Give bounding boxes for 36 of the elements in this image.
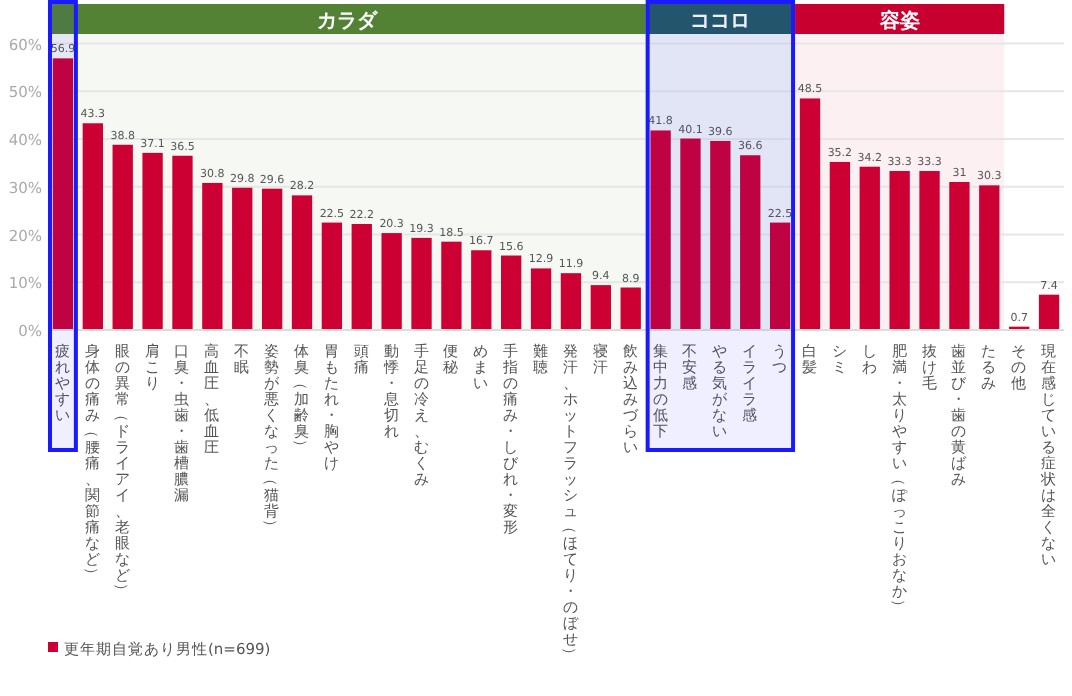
- bar: [799, 98, 821, 330]
- bar: [471, 250, 492, 330]
- bar: [829, 161, 851, 330]
- bar: [291, 195, 313, 330]
- bar: [650, 130, 671, 330]
- bar: [680, 138, 701, 330]
- bar: [261, 188, 283, 330]
- bar: [530, 268, 552, 330]
- bar: [979, 185, 1000, 330]
- band-label: カラダ: [316, 9, 379, 33]
- bar: [82, 123, 103, 330]
- bar: [501, 255, 522, 330]
- bar: [590, 285, 611, 330]
- band-label: 容姿: [877, 9, 920, 33]
- bar: [411, 237, 432, 330]
- bar: [949, 182, 970, 330]
- bar: [172, 155, 193, 330]
- bar: [441, 241, 462, 330]
- bar: [710, 140, 731, 330]
- bar: [859, 166, 880, 330]
- bar: [52, 58, 74, 330]
- band-label: ココロ: [690, 11, 751, 33]
- bar: [560, 273, 582, 330]
- bar: [740, 155, 761, 330]
- bar: [769, 222, 791, 330]
- bar: [112, 144, 133, 330]
- bar: [232, 187, 253, 330]
- bar: [381, 233, 402, 330]
- bar: [620, 287, 641, 330]
- bar: [1038, 294, 1060, 330]
- bar: [321, 222, 343, 330]
- bar: [202, 182, 223, 330]
- bar: [889, 171, 910, 330]
- bar: [919, 171, 940, 330]
- bar: [351, 224, 372, 330]
- bar: [142, 152, 163, 330]
